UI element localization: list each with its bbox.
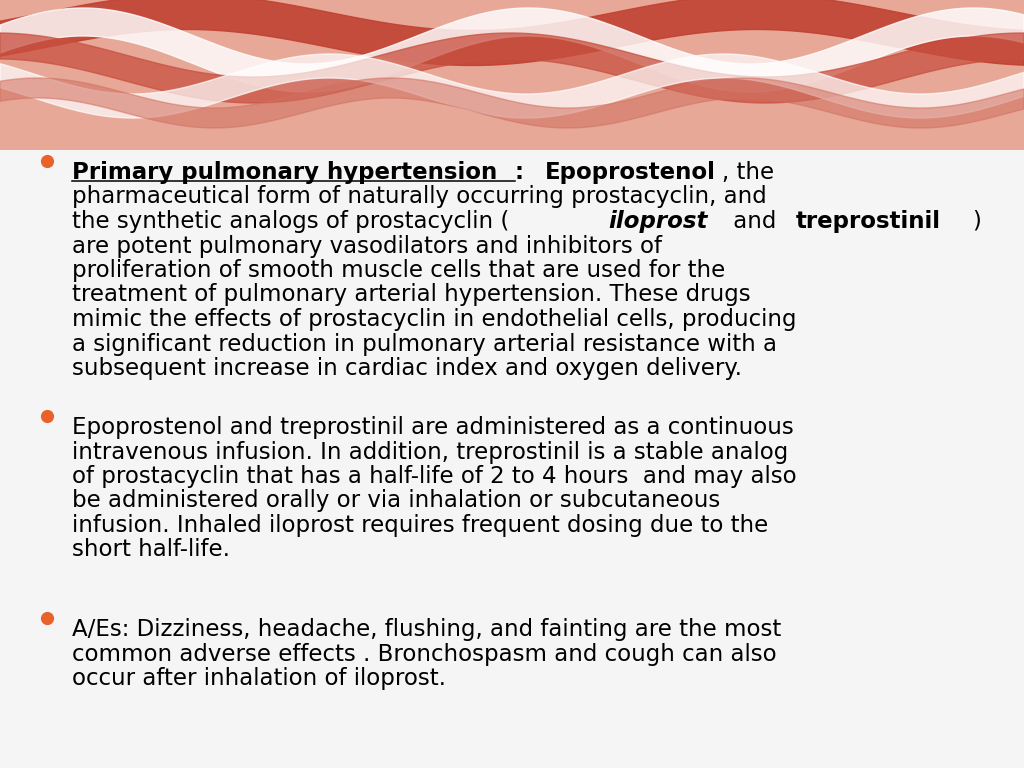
Text: the synthetic analogs of prostacyclin (: the synthetic analogs of prostacyclin ( <box>72 210 509 233</box>
Text: occur after inhalation of iloprost.: occur after inhalation of iloprost. <box>72 667 446 690</box>
Text: common adverse effects . Bronchospasm and cough can also: common adverse effects . Bronchospasm an… <box>72 643 776 666</box>
Text: subsequent increase in cardiac index and oxygen delivery.: subsequent increase in cardiac index and… <box>72 357 742 380</box>
Text: Primary pulmonary hypertension: Primary pulmonary hypertension <box>72 161 498 184</box>
Text: iloprost: iloprost <box>608 210 708 233</box>
Text: intravenous infusion. In addition, treprostinil is a stable analog: intravenous infusion. In addition, trepr… <box>72 441 788 464</box>
Text: and: and <box>726 210 784 233</box>
Text: a significant reduction in pulmonary arterial resistance with a: a significant reduction in pulmonary art… <box>72 333 777 356</box>
Text: treatment of pulmonary arterial hypertension. These drugs: treatment of pulmonary arterial hyperten… <box>72 283 751 306</box>
Text: Epoprostenol and treprostinil are administered as a continuous: Epoprostenol and treprostinil are admini… <box>72 416 794 439</box>
Text: short half-life.: short half-life. <box>72 538 230 561</box>
Text: of prostacyclin that has a half-life of 2 to 4 hours  and may also: of prostacyclin that has a half-life of … <box>72 465 797 488</box>
Text: ): ) <box>973 210 981 233</box>
Text: are potent pulmonary vasodilators and inhibitors of: are potent pulmonary vasodilators and in… <box>72 234 662 257</box>
Bar <box>0 0 1024 150</box>
Text: mimic the effects of prostacyclin in endothelial cells, producing: mimic the effects of prostacyclin in end… <box>72 308 797 331</box>
Text: be administered orally or via inhalation or subcutaneous: be administered orally or via inhalation… <box>72 489 720 512</box>
Text: proliferation of smooth muscle cells that are used for the: proliferation of smooth muscle cells tha… <box>72 259 725 282</box>
Text: , the: , the <box>722 161 774 184</box>
Text: A/Es: Dizziness, headache, flushing, and fainting are the most: A/Es: Dizziness, headache, flushing, and… <box>72 618 781 641</box>
Text: pharmaceutical form of naturally occurring prostacyclin, and: pharmaceutical form of naturally occurri… <box>72 186 767 208</box>
Text: infusion. Inhaled iloprost requires frequent dosing due to the: infusion. Inhaled iloprost requires freq… <box>72 514 768 537</box>
Text: :: : <box>515 161 532 184</box>
Text: Epoprostenol: Epoprostenol <box>545 161 716 184</box>
Text: treprostinil: treprostinil <box>796 210 940 233</box>
